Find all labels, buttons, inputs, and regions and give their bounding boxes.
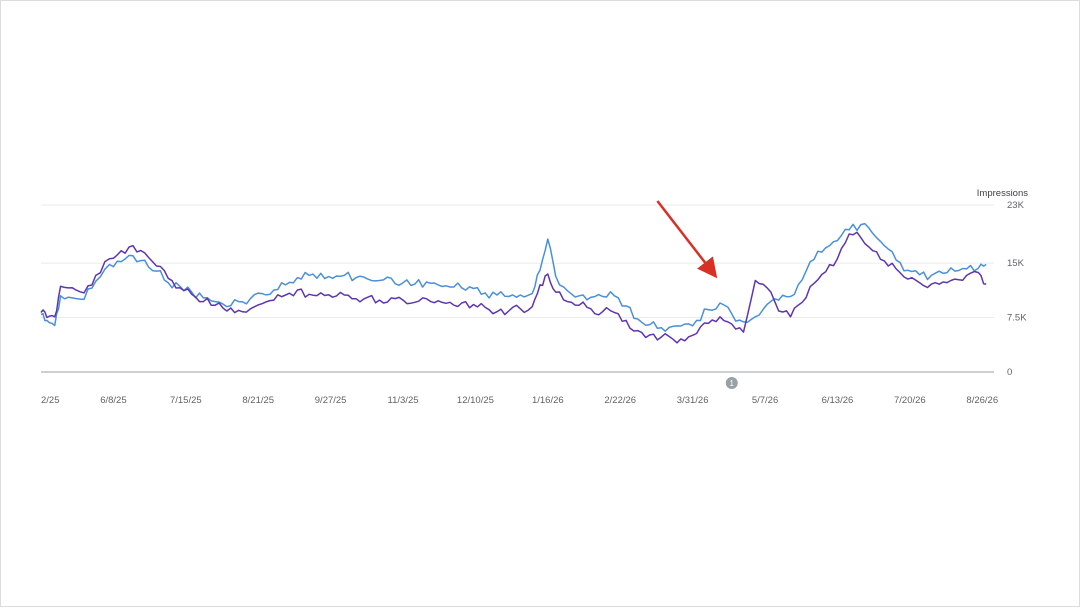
grid xyxy=(41,204,994,373)
red-arrow-annotation xyxy=(656,200,718,279)
series xyxy=(40,222,987,344)
x-tick-label: 7/15/25 xyxy=(170,395,202,406)
y-tick-label: 15K xyxy=(1007,258,1025,269)
x-tick-label: 7/20/26 xyxy=(894,395,926,406)
y-tick-label: 0 xyxy=(1007,367,1012,378)
x-tick-label: 2/22/26 xyxy=(604,395,636,406)
y-tick-label: 23K xyxy=(1007,200,1025,211)
x-ticks: 2/25 6/8/25 7/15/25 8/21/25 9/27/25 11/3… xyxy=(41,395,998,406)
y-tick-label: 7.5K xyxy=(1007,313,1027,324)
x-tick-label: 3/31/26 xyxy=(677,395,709,406)
y-axis-title: Impressions xyxy=(977,188,1028,199)
annotation-marker-label: 1 xyxy=(730,379,735,388)
x-tick-label: 2/25 xyxy=(41,395,60,406)
series-line-1 xyxy=(40,222,987,332)
series-line-2 xyxy=(40,231,987,344)
y-ticks: 0 7.5K 15K 23K xyxy=(1007,200,1027,378)
annotation-marker[interactable]: 1 xyxy=(725,377,738,389)
x-tick-label: 6/8/25 xyxy=(100,395,126,406)
x-tick-label: 5/7/26 xyxy=(752,395,778,406)
x-tick-label: 6/13/26 xyxy=(822,395,854,406)
x-tick-label: 8/26/26 xyxy=(966,395,998,406)
x-tick-label: 8/21/25 xyxy=(242,395,274,406)
x-tick-label: 12/10/25 xyxy=(457,395,494,406)
x-tick-label: 1/16/26 xyxy=(532,395,564,406)
x-tick-label: 9/27/25 xyxy=(315,395,347,406)
x-tick-label: 11/3/25 xyxy=(388,395,419,406)
annotations xyxy=(656,200,718,279)
annotation-marker-circle[interactable] xyxy=(725,377,738,389)
